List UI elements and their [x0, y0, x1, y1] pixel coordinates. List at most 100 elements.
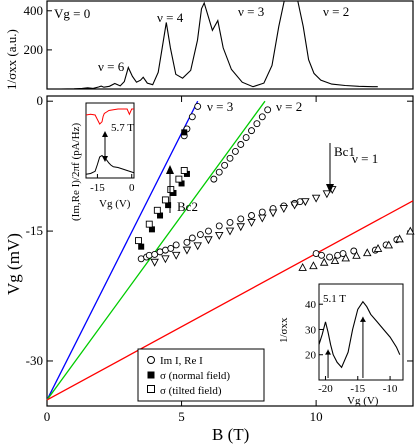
- inset-left-annotation: 5.7 T: [111, 122, 134, 134]
- point-s3-2: [171, 251, 181, 260]
- point-s0-4: [210, 175, 218, 183]
- point-s2-1: [145, 220, 153, 228]
- legend-entry-2: σ (tilted field): [160, 385, 222, 397]
- point-s1-3: [165, 202, 172, 209]
- line-label-nu2: ν = 2: [276, 99, 302, 114]
- inset-right-ytick-label-2: 40: [305, 299, 317, 311]
- point-s2-3: [161, 196, 169, 204]
- inset-left-xlabel: Vg (V): [99, 198, 131, 210]
- top-label-vg0: Vg = 0: [54, 6, 90, 21]
- point-s0-9: [237, 141, 245, 148]
- point-s0-23: [183, 238, 191, 246]
- point-s1-4: [170, 189, 177, 196]
- point-s0-25: [196, 231, 204, 238]
- point-s1-7: [181, 129, 188, 136]
- fit-line-1: [46, 100, 266, 401]
- main-panel-lines: [46, 100, 414, 401]
- point-s1-6: [183, 170, 190, 177]
- point-s0-18: [151, 251, 159, 258]
- top-label-nu3: ν = 3: [238, 4, 264, 19]
- inset-left-frame: [85, 102, 135, 179]
- point-s0-41: [350, 247, 358, 255]
- point-s3-3: [182, 246, 192, 255]
- point-s3-8: [236, 223, 246, 232]
- label-bc1: Bc1: [334, 144, 355, 159]
- legend-frame: [137, 348, 265, 402]
- inset-right-xtick-label-1: -15: [350, 383, 365, 395]
- point-s0-28: [226, 218, 234, 226]
- inset-right-arrowhead-1: [359, 316, 366, 322]
- point-s0-14: [264, 106, 272, 114]
- point-s0-27: [215, 222, 223, 230]
- point-s0-40: [339, 250, 347, 258]
- top-ytick-label-0: 200: [24, 42, 44, 57]
- inset-left-xtick-label-1: 0: [129, 182, 135, 194]
- point-s0-12: [253, 120, 261, 128]
- legend-marker-filled-square: [147, 371, 155, 379]
- point-s3-11: [268, 209, 278, 218]
- label-bc2: Bc2: [177, 199, 198, 214]
- point-s1-0: [138, 243, 145, 250]
- point-s3-16: [322, 190, 332, 199]
- legend-entry-0: Im I, Re I: [160, 355, 203, 367]
- inset-left-ylabel: (Im,Re I)/2πf (pA/Hz): [70, 123, 82, 221]
- point-s4-0: [298, 263, 307, 271]
- inset-right-frame: [318, 283, 404, 381]
- main-panel-ticks: 0 5 10 0 -15 -30: [26, 93, 413, 424]
- legend: Im I, Re I σ (normal field) σ (tilted fi…: [137, 348, 265, 402]
- point-s0-22: [172, 241, 180, 249]
- main-xtick-label-2: 10: [310, 409, 323, 424]
- point-s4-10: [406, 226, 415, 235]
- point-s4-6: [362, 248, 372, 257]
- point-s2-4: [167, 186, 175, 193]
- line-label-nu3: ν = 3: [207, 99, 233, 114]
- point-s3-1: [161, 255, 170, 264]
- point-s0-7: [226, 154, 234, 162]
- point-s2-2: [153, 206, 161, 214]
- point-s3-9: [247, 218, 256, 227]
- point-s0-31: [258, 208, 266, 216]
- point-s0-3: [194, 102, 202, 110]
- inset-right-plot: -20 -15 -10 20 30 40: [305, 299, 401, 395]
- main-ytick-label-2: -30: [26, 353, 43, 368]
- legend-marker-open-square: [147, 385, 155, 393]
- point-s4-3: [330, 256, 340, 264]
- inset-right-xtick-label-0: -20: [318, 383, 333, 395]
- top-label-nu2: ν = 2: [323, 4, 349, 19]
- point-s0-11: [248, 127, 255, 135]
- inset-left-curve-1: [85, 154, 135, 175]
- point-s0-30: [248, 212, 255, 219]
- point-s3-12: [279, 205, 289, 214]
- main-panel-points: [135, 102, 415, 271]
- top-label-nu6: ν = 6: [98, 59, 125, 74]
- point-s3-13: [290, 201, 299, 210]
- point-s0-6: [221, 161, 229, 169]
- point-s0-29: [237, 215, 245, 223]
- top-ylabel: 1/σxx (a.u.): [4, 29, 19, 90]
- point-s4-2: [319, 257, 329, 266]
- point-s0-38: [326, 253, 334, 261]
- main-ytick-label-1: -15: [26, 223, 43, 238]
- fit-line-2: [46, 200, 414, 401]
- point-s3-15: [311, 194, 321, 203]
- point-s0-24: [188, 234, 196, 242]
- point-s1-5: [178, 180, 185, 187]
- main-ylabel: Vg (mV): [4, 233, 23, 295]
- top-label-nu4: ν = 4: [157, 10, 184, 25]
- inset-left-arrowhead-down: [102, 156, 108, 162]
- point-s1-2: [157, 212, 164, 219]
- inset-left-xtick-label-0: -15: [90, 182, 105, 194]
- point-s0-2: [188, 113, 196, 121]
- point-s0-26: [205, 227, 212, 235]
- main-xtick-label-0: 0: [44, 409, 51, 424]
- point-s2-5: [175, 175, 183, 183]
- top-panel-ticks: 200 400: [24, 3, 52, 57]
- top-panel-frame: [46, 0, 414, 90]
- main-ytick-label-0: 0: [37, 93, 44, 108]
- top-panel-curve: [47, 0, 378, 90]
- inset-right-ylabel: 1/σxx: [278, 317, 290, 343]
- main-xtick-label-1: 5: [178, 409, 185, 424]
- main-panel-frame: [46, 95, 414, 407]
- point-s3-6: [214, 231, 224, 240]
